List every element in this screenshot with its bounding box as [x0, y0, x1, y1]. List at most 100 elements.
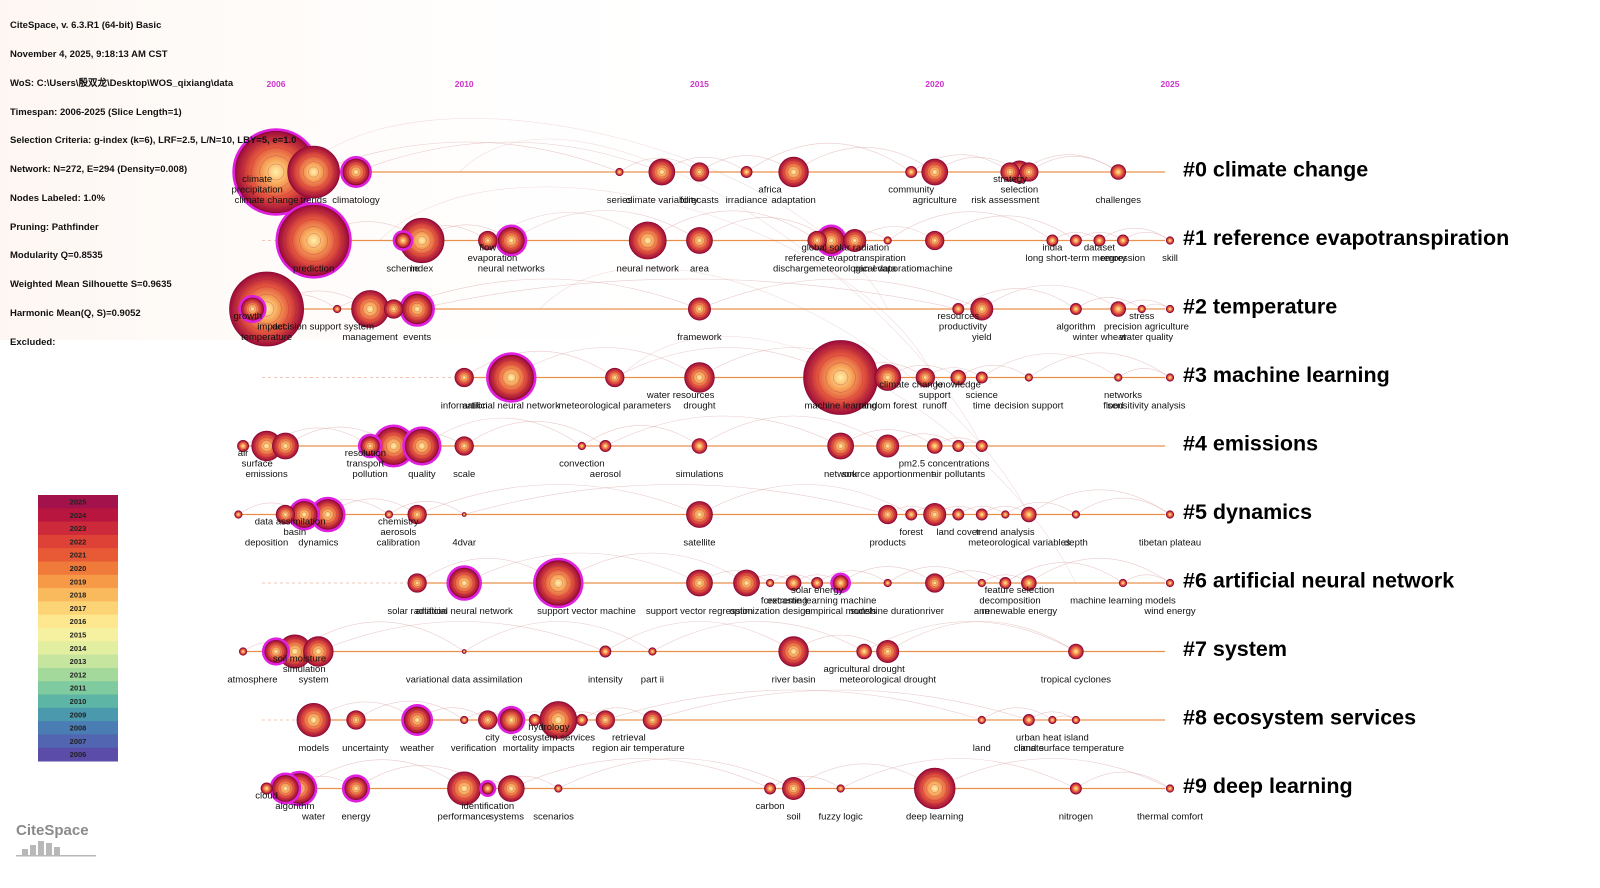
keyword-node[interactable] [970, 297, 994, 321]
keyword-node[interactable] [1069, 234, 1082, 247]
cluster-label[interactable]: #3 machine learning [1183, 363, 1390, 387]
keyword-node[interactable] [807, 230, 827, 251]
keyword-node[interactable] [1165, 578, 1175, 588]
keyword-node[interactable] [478, 710, 498, 730]
keyword-node[interactable] [1021, 575, 1037, 591]
keyword-node[interactable] [684, 362, 715, 393]
keyword-node[interactable] [975, 371, 988, 384]
keyword-node[interactable] [454, 436, 474, 456]
keyword-node[interactable] [782, 777, 806, 801]
keyword-node[interactable] [689, 162, 710, 182]
keyword-node[interactable] [499, 708, 523, 732]
keyword-node[interactable] [278, 204, 350, 277]
keyword-node[interactable] [1137, 304, 1146, 314]
keyword-node[interactable] [333, 304, 342, 314]
keyword-node[interactable] [905, 508, 918, 521]
keyword-node[interactable] [952, 440, 965, 452]
keyword-node[interactable] [460, 715, 469, 725]
keyword-node[interactable] [1110, 301, 1127, 317]
cluster-label[interactable]: #1 reference evapotranspiration [1183, 226, 1509, 250]
keyword-node[interactable] [1001, 510, 1010, 519]
keyword-node[interactable] [401, 293, 433, 325]
cluster-label[interactable]: #9 deep learning [1183, 774, 1353, 798]
keyword-node[interactable] [999, 577, 1012, 589]
cluster-label[interactable]: #4 emissions [1183, 432, 1318, 456]
keyword-node[interactable] [925, 573, 945, 593]
keyword-node[interactable] [1069, 303, 1082, 315]
keyword-node[interactable] [1116, 234, 1129, 247]
keyword-node[interactable] [811, 577, 824, 589]
keyword-node[interactable] [264, 640, 288, 664]
keyword-node[interactable] [686, 569, 713, 597]
keyword-node[interactable] [1022, 714, 1035, 726]
keyword-node[interactable] [778, 636, 809, 667]
keyword-node[interactable] [383, 299, 404, 319]
keyword-node[interactable] [384, 510, 394, 519]
keyword-node[interactable] [296, 702, 331, 738]
keyword-node[interactable] [1165, 510, 1175, 519]
keyword-node[interactable] [488, 354, 534, 401]
keyword-node[interactable] [975, 440, 988, 452]
keyword-node[interactable] [648, 647, 657, 656]
keyword-node[interactable] [605, 367, 625, 388]
cluster-label[interactable]: #7 system [1183, 637, 1287, 661]
keyword-node[interactable] [1019, 162, 1039, 182]
keyword-node[interactable] [404, 428, 439, 464]
keyword-node[interactable] [1046, 234, 1059, 247]
keyword-node[interactable] [528, 714, 541, 726]
keyword-node[interactable] [733, 569, 760, 597]
keyword-node[interactable] [648, 158, 676, 186]
keyword-node[interactable] [481, 782, 494, 795]
keyword-node[interactable] [478, 230, 498, 251]
keyword-node[interactable] [229, 271, 304, 347]
keyword-node[interactable] [238, 647, 248, 656]
keyword-node[interactable] [260, 782, 273, 795]
cluster-label[interactable]: #0 climate change [1183, 158, 1368, 182]
keyword-node[interactable] [599, 440, 612, 452]
keyword-node[interactable] [874, 364, 902, 391]
keyword-node[interactable] [287, 145, 340, 199]
keyword-node[interactable] [923, 502, 947, 526]
keyword-node[interactable] [403, 706, 431, 734]
keyword-node[interactable] [878, 504, 898, 525]
keyword-node[interactable] [346, 710, 366, 730]
keyword-node[interactable] [1165, 784, 1175, 793]
keyword-node[interactable] [740, 166, 753, 178]
keyword-node[interactable] [827, 432, 854, 460]
keyword-node[interactable] [272, 432, 299, 460]
keyword-node[interactable] [1093, 234, 1106, 247]
keyword-node[interactable] [778, 156, 809, 188]
keyword-node[interactable] [344, 777, 368, 801]
keyword-node[interactable] [1024, 373, 1033, 382]
keyword-node[interactable] [395, 232, 411, 249]
keyword-node[interactable] [836, 784, 845, 793]
keyword-node[interactable] [1118, 578, 1128, 588]
keyword-node[interactable] [975, 508, 988, 521]
keyword-node[interactable] [1069, 782, 1082, 795]
keyword-node[interactable] [237, 440, 250, 452]
keyword-node[interactable] [360, 436, 380, 456]
keyword-node[interactable] [303, 636, 334, 667]
keyword-node[interactable] [1110, 164, 1127, 180]
keyword-node[interactable] [240, 297, 264, 321]
keyword-node[interactable] [615, 167, 624, 177]
keyword-node[interactable] [595, 710, 616, 730]
cluster-label[interactable]: #2 temperature [1183, 295, 1337, 319]
keyword-node[interactable] [407, 573, 427, 593]
keyword-node[interactable] [554, 784, 563, 793]
keyword-node[interactable] [1068, 643, 1084, 660]
keyword-node[interactable] [461, 512, 467, 517]
keyword-node[interactable] [1114, 373, 1123, 382]
keyword-node[interactable] [1021, 506, 1037, 523]
keyword-node[interactable] [952, 508, 965, 521]
keyword-node[interactable] [234, 510, 243, 519]
keyword-node[interactable] [915, 367, 935, 388]
keyword-node[interactable] [275, 504, 296, 525]
keyword-node[interactable] [843, 228, 867, 252]
keyword-node[interactable] [454, 367, 474, 388]
keyword-node[interactable] [765, 578, 775, 588]
cluster-label[interactable]: #6 artificial neural network [1183, 569, 1454, 593]
keyword-node[interactable] [926, 438, 943, 454]
keyword-node[interactable] [876, 640, 900, 664]
keyword-node[interactable] [628, 221, 667, 260]
